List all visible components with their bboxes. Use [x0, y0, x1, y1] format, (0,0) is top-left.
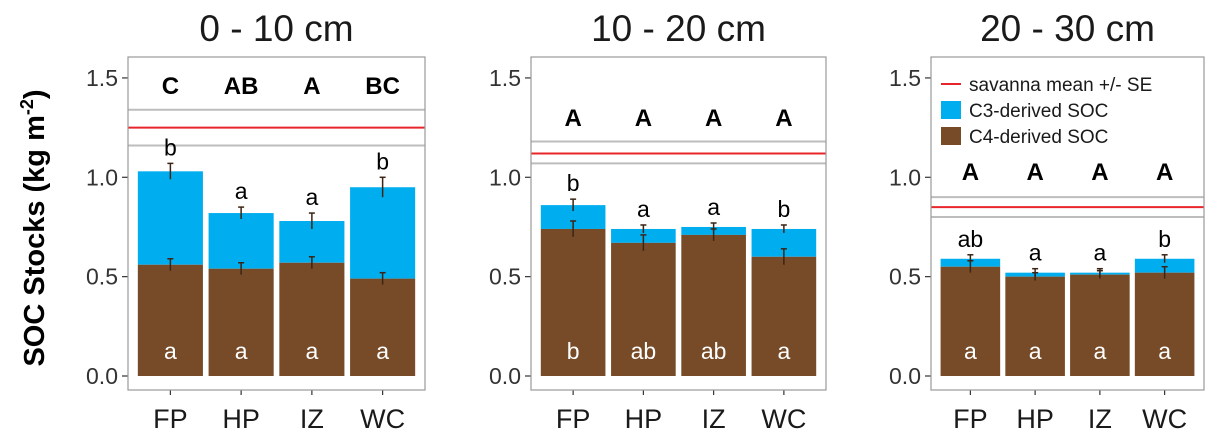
letter-c4: b: [567, 338, 580, 364]
bar-c4-FP: [137, 264, 203, 376]
letter-total: b: [777, 196, 790, 222]
letter-c4: a: [305, 338, 318, 364]
legend: savanna mean +/- SE C3-derived SOC C4-deri…: [941, 75, 1152, 148]
letter-top: A: [1091, 159, 1108, 186]
letter-c4: a: [777, 338, 790, 364]
y-axis-label-superscript: -2: [17, 99, 37, 115]
letter-total: b: [1158, 226, 1171, 252]
bar-c4-IZ: [1070, 274, 1130, 376]
y-tick-label: 1.0: [86, 164, 118, 190]
x-tick-label: IZ: [300, 404, 324, 434]
y-tick-label: 1.0: [889, 164, 921, 190]
panel-title: 10 - 20 cm: [591, 8, 766, 49]
bar-c4-HP: [208, 268, 274, 376]
bar-c4-WC: [350, 278, 416, 376]
panel-3: 20 - 30 cm 0.0 0.5 1.0 1.5 Aab a FP Aa a HP Aa a IZ Ab…: [889, 8, 1205, 434]
letter-top: A: [705, 105, 722, 132]
y-axis-label: SOC Stocks (kg m-2): [17, 89, 51, 366]
x-tick-label: IZ: [1088, 404, 1112, 434]
y-tick-label: 1.5: [489, 65, 521, 91]
letter-c4: a: [1093, 338, 1106, 364]
letter-total: a: [1029, 240, 1042, 266]
letter-top: AB: [224, 73, 259, 100]
letter-total: ab: [958, 226, 984, 252]
x-tick-label: IZ: [702, 404, 726, 434]
letter-top: A: [635, 105, 652, 132]
y-tick-label: 0.5: [86, 264, 118, 290]
letter-c4: a: [164, 338, 177, 364]
x-tick-label: HP: [1016, 404, 1054, 434]
x-tick-label: WC: [1142, 404, 1187, 434]
panel-title: 0 - 10 cm: [199, 8, 353, 49]
letter-c4: ab: [631, 338, 657, 364]
letter-c4: a: [376, 338, 389, 364]
bar-c4-WC: [1134, 272, 1195, 376]
y-tick-label: 0.0: [489, 363, 521, 389]
bar-c3-WC: [1134, 258, 1195, 273]
letter-c4: a: [964, 338, 977, 364]
legend-label: savanna mean +/- SE: [969, 75, 1152, 96]
y-tick-label: 1.5: [86, 65, 118, 91]
x-tick-label: HP: [625, 404, 663, 434]
y-tick-label: 1.5: [889, 65, 921, 91]
letter-top: A: [1026, 159, 1043, 186]
letter-c4: a: [235, 338, 248, 364]
letter-top: A: [962, 159, 979, 186]
letter-total: b: [567, 170, 580, 196]
letter-top: C: [162, 73, 179, 100]
bar-c3-FP: [137, 171, 203, 265]
letter-top: A: [775, 105, 792, 132]
y-tick-label: 0.5: [489, 264, 521, 290]
legend-swatch-c3: [941, 101, 961, 119]
letter-total: a: [305, 184, 318, 210]
x-tick-label: FP: [556, 404, 591, 434]
y-tick-label: 0.5: [889, 264, 921, 290]
bar-c3-HP: [208, 213, 274, 269]
panel-1: 0 - 10 cm 0.0 0.5 1.0 1.5 Cb a FP AB a a HP Aa a IZ BC b…: [86, 8, 426, 434]
letter-top: BC: [365, 73, 400, 100]
panel-2: 10 - 20 cm0.00.51.01.5AbbFPAaabHPAaabIZA…: [489, 8, 827, 434]
panel-border: [930, 56, 1205, 391]
letter-c4: ab: [701, 338, 727, 364]
letter-total: a: [235, 178, 248, 204]
bar-c4-HP: [1005, 276, 1065, 376]
panel-border: [530, 56, 827, 391]
letter-total: b: [164, 134, 177, 160]
letter-top: A: [564, 105, 581, 132]
letter-total: a: [707, 194, 720, 220]
bar-c3-FP: [540, 205, 606, 229]
letter-top: A: [303, 73, 320, 100]
legend-label: C3-derived SOC: [969, 101, 1108, 122]
letter-c4: a: [1029, 338, 1042, 364]
y-tick-label: 1.0: [489, 164, 521, 190]
x-tick-label: FP: [953, 404, 988, 434]
bar-c4-FP: [540, 228, 606, 376]
y-tick-label: 0.0: [86, 363, 118, 389]
panel-title: 20 - 30 cm: [980, 8, 1155, 49]
legend-label: C4-derived SOC: [969, 127, 1108, 148]
x-tick-label: FP: [153, 404, 188, 434]
letter-total: a: [1093, 240, 1106, 266]
bar-c4-IZ: [681, 234, 746, 376]
bar-c3-WC: [350, 187, 416, 279]
y-tick-label: 0.0: [889, 363, 921, 389]
letter-top: A: [1156, 159, 1173, 186]
letter-c4: a: [1158, 338, 1171, 364]
legend-swatch-c4: [941, 127, 961, 145]
x-tick-label: WC: [761, 404, 806, 434]
x-tick-label: HP: [222, 404, 260, 434]
letter-total: b: [376, 148, 389, 174]
letter-total: a: [637, 196, 650, 222]
bar-c4-FP: [940, 266, 1001, 376]
panel-border: [127, 56, 426, 391]
bar-c4-WC: [751, 256, 817, 376]
chart-panels: 0 - 10 cm 0.0 0.5 1.0 1.5 Cb a FP AB a a HP Aa a IZ BC b…: [86, 8, 1205, 434]
x-tick-label: WC: [360, 404, 405, 434]
bar-c4-HP: [611, 242, 676, 376]
bar-c4-IZ: [279, 262, 345, 376]
